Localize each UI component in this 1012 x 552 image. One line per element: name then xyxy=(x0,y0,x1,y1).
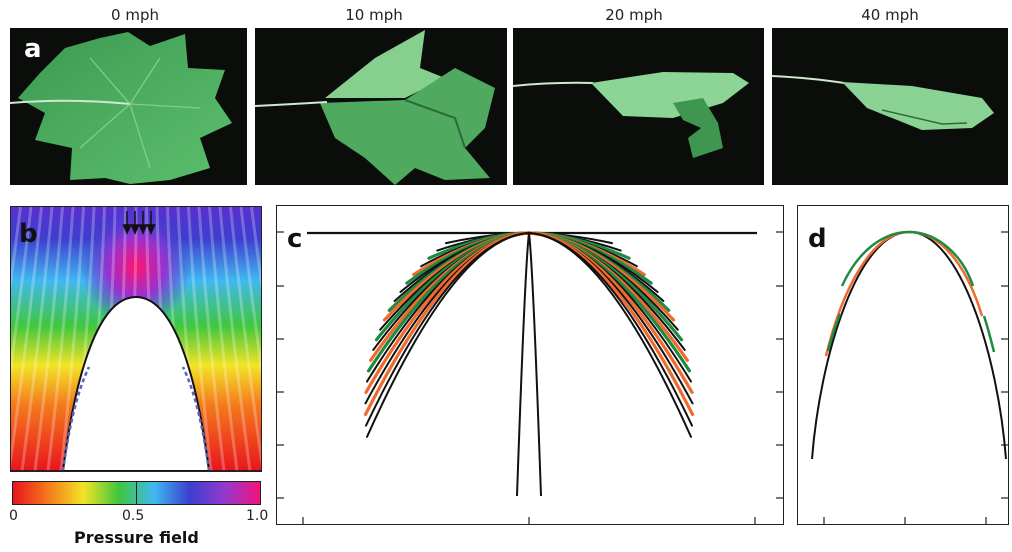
panel-label-d: d xyxy=(808,224,827,254)
flow-arrow-head xyxy=(138,224,148,235)
master-curve xyxy=(811,230,1007,460)
panel-label-c: c xyxy=(287,224,303,254)
colorbar-title: Pressure field xyxy=(74,528,199,547)
panel-label-a: a xyxy=(24,34,42,64)
streamline xyxy=(218,207,252,471)
colorbar-tick-mid: 0.5 xyxy=(122,508,145,524)
flow-arrow-head xyxy=(122,224,132,235)
streamline xyxy=(46,207,75,471)
narrow-shape-curve xyxy=(516,232,542,497)
pressure-field-image xyxy=(11,207,261,471)
wake-boundary-left xyxy=(61,366,91,471)
speed-label-0: 0 mph xyxy=(111,6,159,24)
leaf-photo-40mph xyxy=(772,28,1008,185)
axis-ticks xyxy=(277,231,783,524)
panel-label-b: b xyxy=(19,219,38,249)
stagnation-zone xyxy=(81,207,191,327)
streamline xyxy=(229,207,261,468)
shape-family-plot: c xyxy=(276,205,784,525)
green-collapsed-curve xyxy=(982,315,996,353)
streamline xyxy=(11,207,43,468)
leaf-photo-20mph xyxy=(513,28,764,185)
pressure-field-panel: b xyxy=(10,206,262,472)
leaf-curling-image xyxy=(255,30,495,185)
shape-curve xyxy=(528,232,692,438)
green-collapsed-curve xyxy=(840,230,975,287)
shape-family-curves xyxy=(277,231,783,524)
flow-arrow-head xyxy=(146,224,156,235)
colorbar-tick-max: 1.0 xyxy=(246,508,269,524)
leaf-folding-image xyxy=(513,72,749,158)
flow-arrows xyxy=(122,211,156,235)
wake-boundary-right xyxy=(181,366,211,471)
colorbar-tick-min: 0 xyxy=(9,508,18,524)
green-collapsed-curve xyxy=(826,313,842,352)
streamline xyxy=(11,207,22,291)
leaf-photo-0mph: a xyxy=(10,28,247,185)
collapsed-shape-curves xyxy=(811,230,1008,524)
axis-ticks xyxy=(823,231,1008,524)
leaf-flat-image xyxy=(10,32,232,184)
flow-arrow-head xyxy=(130,224,140,235)
shape-curve xyxy=(366,232,530,438)
speed-label-20: 20 mph xyxy=(605,6,663,24)
collapsed-shape-plot: d xyxy=(797,205,1009,525)
streamline xyxy=(197,207,226,471)
speed-label-10: 10 mph xyxy=(345,6,403,24)
streamline xyxy=(187,207,213,471)
speed-label-40: 40 mph xyxy=(861,6,919,24)
streamline xyxy=(59,207,85,471)
streamline xyxy=(11,207,33,377)
leaf-streamlined-image xyxy=(772,75,994,130)
streamline xyxy=(208,207,239,471)
streamline xyxy=(33,207,64,471)
leaf-photo-10mph xyxy=(255,28,507,185)
colorbar-mid-tick xyxy=(136,481,138,505)
streamline xyxy=(239,207,261,377)
streamline xyxy=(20,207,54,471)
streamline xyxy=(250,207,261,291)
